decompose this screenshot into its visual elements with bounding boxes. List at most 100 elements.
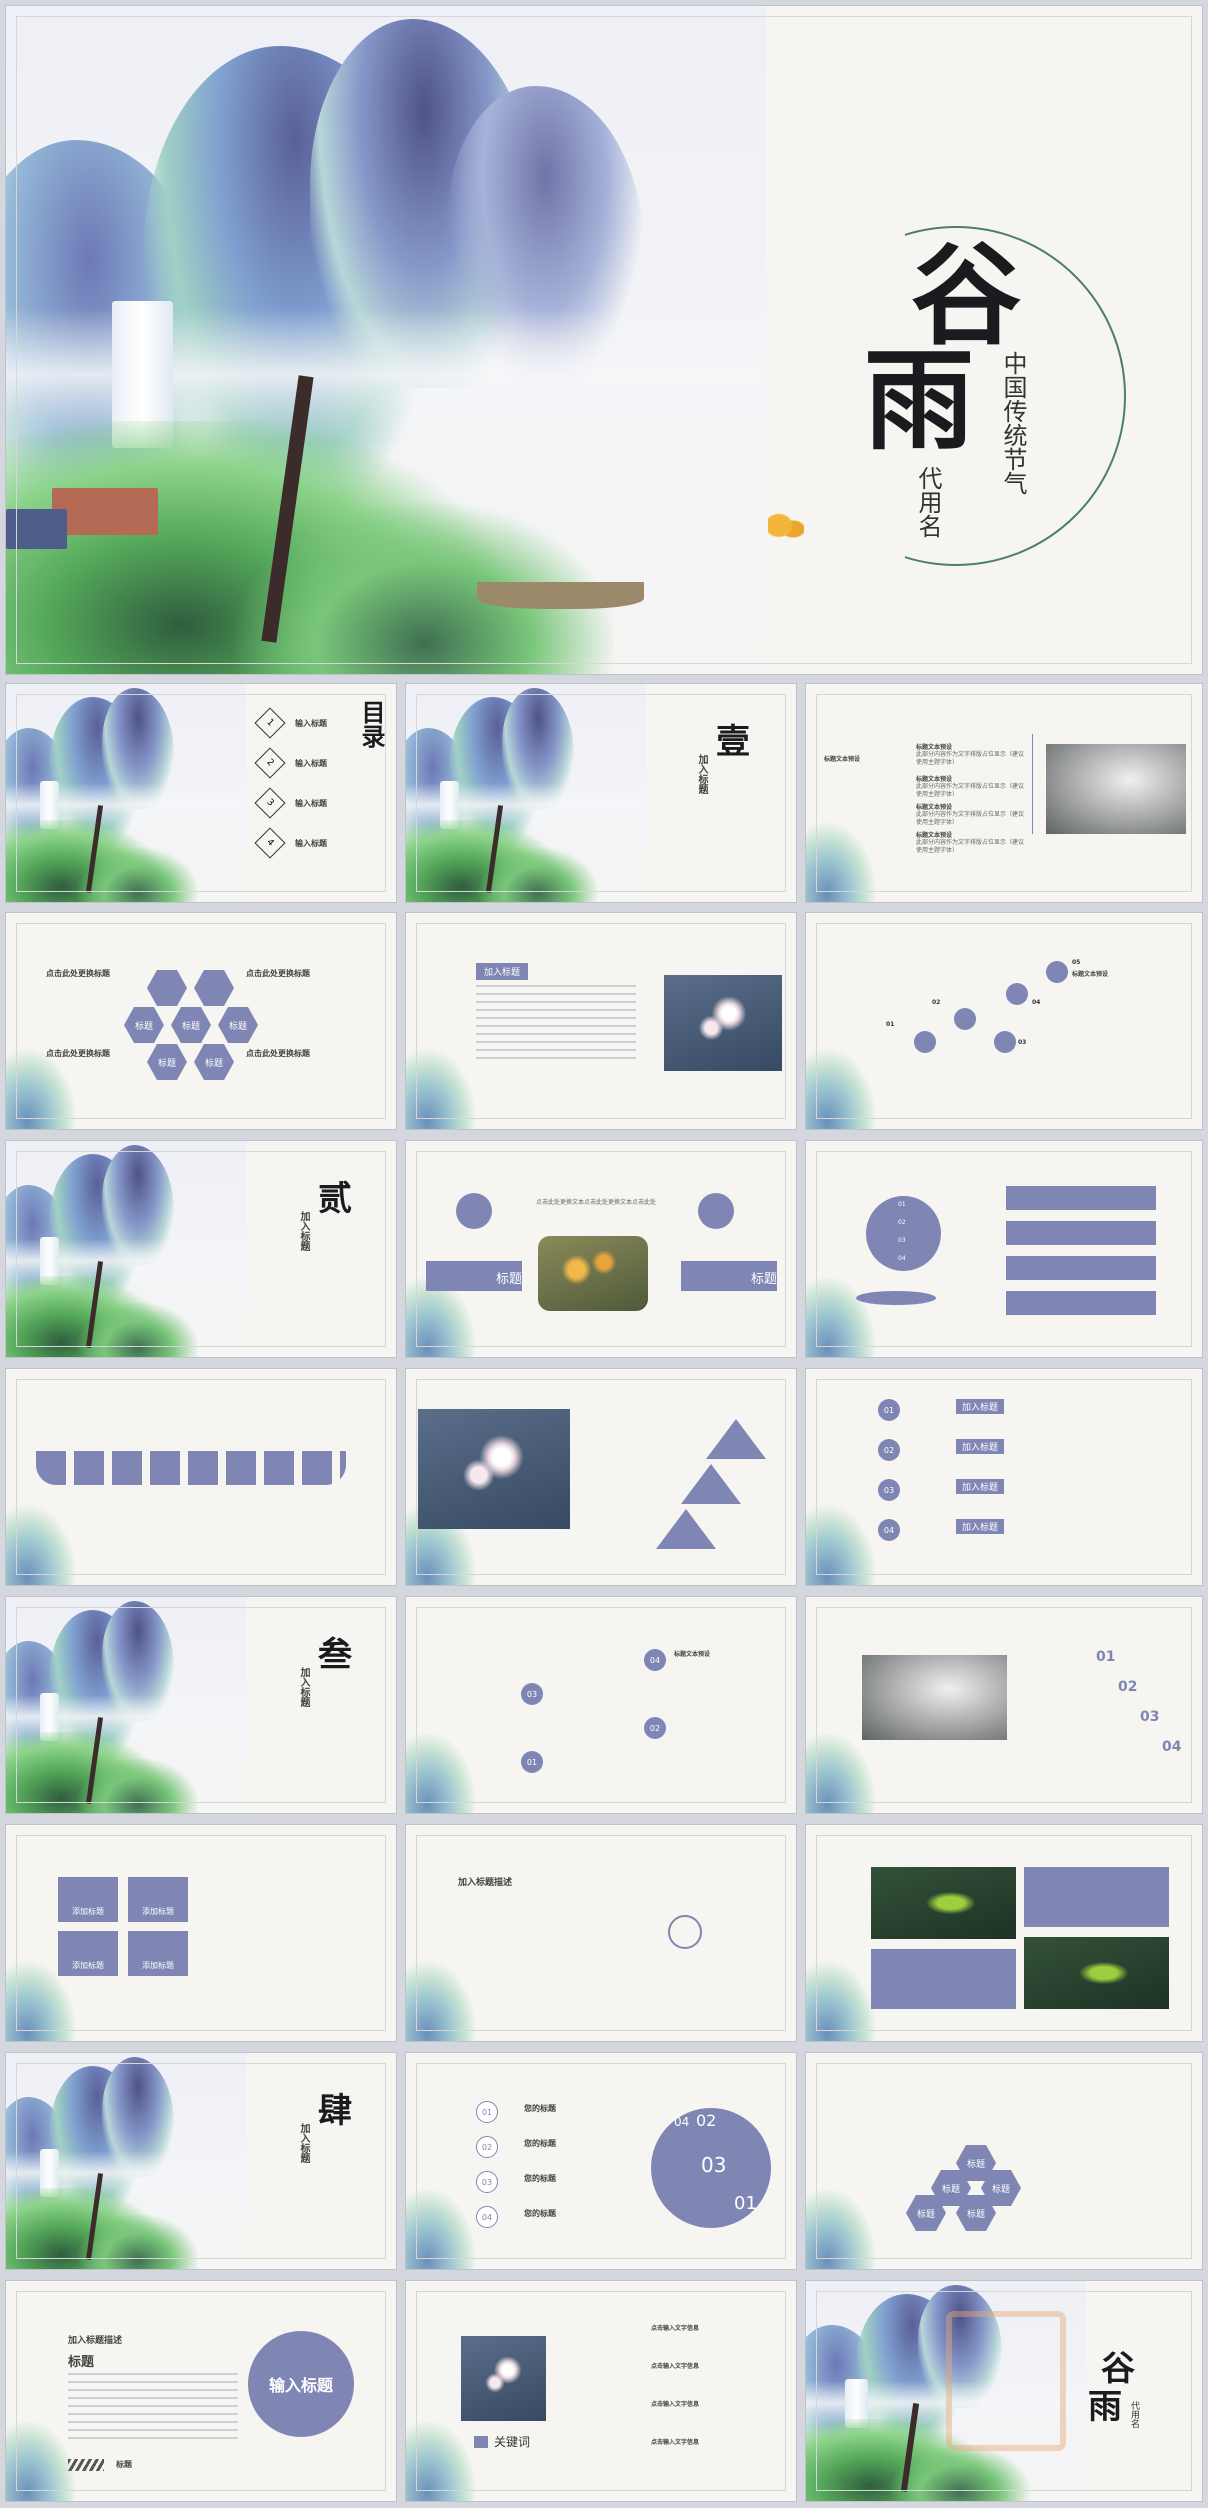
toc-item-num: 3 bbox=[254, 787, 286, 819]
section-number: 肆 bbox=[318, 2091, 352, 2131]
toc-item[interactable]: 3 输入标题 bbox=[254, 787, 327, 819]
section-slide-2[interactable]: 贰 加入标题 bbox=[5, 1140, 397, 1358]
flow-node[interactable]: 04 bbox=[644, 1649, 666, 1671]
hexagon-tile[interactable]: 标题 bbox=[194, 1044, 234, 1080]
ring-num[interactable]: 03 bbox=[476, 2171, 498, 2193]
text-photo-slide[interactable]: 加入标题 bbox=[405, 912, 797, 1130]
timeline-item: 标题文本预设 此部分内容作为文字排版占位显示（建议使用主题字体） bbox=[916, 804, 1025, 827]
icons-slide[interactable]: 点击此处更换文本点击此处更换文本点击此处 标题 标题 bbox=[405, 1140, 797, 1358]
section-number: 壹 bbox=[716, 722, 750, 762]
title-circle[interactable]: 输入标题 bbox=[248, 2331, 354, 2437]
tab-label[interactable]: 加入标题 bbox=[956, 1399, 1005, 1414]
hex-label: 点击此处更换标题 bbox=[246, 1049, 310, 1058]
label-right-text: 标题 bbox=[751, 1272, 778, 1287]
leaf-row bbox=[36, 1451, 346, 1485]
flow-node[interactable]: 02 bbox=[644, 1717, 666, 1739]
section-slide-3[interactable]: 叁 加入标题 bbox=[5, 1596, 397, 1814]
section-label: 加入标题 bbox=[298, 1211, 309, 1251]
step-node[interactable] bbox=[1046, 961, 1068, 983]
title-char-2: 雨 bbox=[864, 336, 974, 465]
placeholder-paragraph bbox=[476, 985, 636, 1065]
section-slide-4[interactable]: 肆 加入标题 bbox=[5, 2052, 397, 2270]
hexagon-tile[interactable]: 标题 bbox=[171, 1007, 211, 1043]
toc-item[interactable]: 1 输入标题 bbox=[254, 707, 327, 739]
step-node[interactable] bbox=[1006, 983, 1028, 1005]
hexagon-slide[interactable]: 点击此处更换标题 点击此处更换标题 点击此处更换标题 点击此处更换标题 标题 标… bbox=[5, 912, 397, 1130]
toc-heading: 目录 bbox=[357, 700, 386, 748]
globe-stand bbox=[856, 1291, 936, 1305]
timeline-item: 标题文本预设 此部分内容作为文字排版占位显示（建议使用主题字体） bbox=[916, 832, 1025, 855]
landscape-painting bbox=[6, 1141, 246, 1357]
blossom-photo bbox=[418, 1409, 570, 1529]
step-node[interactable] bbox=[914, 1031, 936, 1053]
hexagon-slide-2[interactable]: 标题 标题 标题 标题 标题 bbox=[805, 2052, 1203, 2270]
flow-node[interactable]: 01 bbox=[521, 1751, 543, 1773]
diagram-slide[interactable]: 加入标题描述 bbox=[405, 1824, 797, 2042]
quote-card bbox=[1024, 1867, 1169, 1927]
arrow-num: 01 bbox=[1096, 1649, 1116, 1665]
toc-item-num: 1 bbox=[254, 707, 286, 739]
step-num: 03 bbox=[1018, 1039, 1027, 1046]
hexagon-tile[interactable]: 标题 bbox=[124, 1007, 164, 1043]
hexagon-tile[interactable]: 标题 bbox=[147, 1044, 187, 1080]
toc-slide[interactable]: 目录 1 输入标题 2 输入标题 3 输入标题 4 输入标题 bbox=[5, 683, 397, 903]
step-num: 02 bbox=[932, 999, 941, 1006]
toc-item-label: 输入标题 bbox=[295, 798, 327, 808]
arrows-slide[interactable]: 01 02 03 04 bbox=[805, 1596, 1203, 1814]
photo-triangle-slide[interactable] bbox=[405, 1368, 797, 1586]
leaf-slide[interactable] bbox=[5, 1368, 397, 1586]
globe-slide[interactable]: 01 02 03 04 bbox=[805, 1140, 1203, 1358]
hexagon-tile[interactable]: 标题 bbox=[906, 2195, 946, 2231]
ring-num[interactable]: 04 bbox=[476, 2206, 498, 2228]
hexagon-tile bbox=[147, 970, 187, 1006]
tab-label[interactable]: 加入标题 bbox=[956, 1479, 1005, 1494]
tab-num: 03 bbox=[878, 1479, 900, 1501]
byline: 代用名 bbox=[914, 466, 942, 538]
umbrella-icon[interactable] bbox=[456, 1193, 492, 1229]
tabs-slide[interactable]: 01 02 03 04 加入标题 加入标题 加入标题 加入标题 bbox=[805, 1368, 1203, 1586]
tab-label[interactable]: 加入标题 bbox=[956, 1519, 1005, 1534]
ring-num[interactable]: 02 bbox=[476, 2136, 498, 2158]
section-label: 加入标题 bbox=[298, 2123, 309, 2163]
grid-tile[interactable]: 添加标题 bbox=[128, 1877, 188, 1922]
section-slide-1[interactable]: 壹 加入标题 bbox=[405, 683, 797, 903]
butterfly-icon bbox=[768, 511, 804, 547]
landscape-painting bbox=[6, 2053, 246, 2269]
leaf-photos-slide[interactable] bbox=[805, 1824, 1203, 2042]
toc-item[interactable]: 2 输入标题 bbox=[254, 747, 327, 779]
toc-item[interactable]: 4 输入标题 bbox=[254, 827, 327, 859]
globe-bar bbox=[1006, 1256, 1156, 1280]
subtitle: 中国传统节气 bbox=[999, 351, 1027, 495]
step-node[interactable] bbox=[954, 1008, 976, 1030]
timeline-left-title: 标题文本预设 bbox=[824, 756, 861, 763]
steps-slide[interactable]: 01 02 03 04 05 标题文本预设 bbox=[805, 912, 1203, 1130]
keyword-slide[interactable]: 关键词 点击输入文字信息 点击输入文字信息 点击输入文字信息 点击输入文字信息 bbox=[405, 2280, 797, 2502]
timeline-item: 标题文本预设 此部分内容作为文字排版占位显示（建议使用主题字体） bbox=[916, 776, 1025, 799]
grid-tile[interactable]: 添加标题 bbox=[128, 1931, 188, 1976]
ring-num[interactable]: 01 bbox=[476, 2101, 498, 2123]
ring-big-num: 01 bbox=[734, 2193, 757, 2214]
step-num: 01 bbox=[886, 1021, 895, 1028]
grid-slide[interactable]: 添加标题 添加标题 添加标题 添加标题 bbox=[5, 1824, 397, 2042]
landscape-painting bbox=[6, 6, 766, 674]
timeline-line bbox=[1032, 734, 1033, 834]
cloud-icon[interactable] bbox=[698, 1193, 734, 1229]
cover-slide[interactable]: 谷 雨 中国传统节气 代用名 bbox=[5, 5, 1203, 675]
mist-photo bbox=[1046, 744, 1186, 834]
flow-slide[interactable]: 04 03 02 01 标题文本预设 bbox=[405, 1596, 797, 1814]
icons-body: 点击此处更换文本点击此处更换文本点击此处 bbox=[535, 1199, 656, 1206]
closing-slide[interactable]: 谷 雨 代用名 bbox=[805, 2280, 1203, 2502]
grid-tile[interactable]: 添加标题 bbox=[58, 1931, 118, 1976]
text-heading: 加入标题描述 bbox=[68, 2336, 123, 2346]
flow-node[interactable]: 03 bbox=[521, 1683, 543, 1705]
step-node[interactable] bbox=[994, 1031, 1016, 1053]
rings-slide[interactable]: 01 02 03 04 您的标题 您的标题 您的标题 您的标题 02 03 04… bbox=[405, 2052, 797, 2270]
grid-tile[interactable]: 添加标题 bbox=[58, 1877, 118, 1922]
hexagon-tile[interactable]: 标题 bbox=[956, 2195, 996, 2231]
hex-label: 点击此处更换标题 bbox=[46, 969, 110, 978]
text-circle-slide[interactable]: 加入标题描述 标题 输入标题 标题 bbox=[5, 2280, 397, 2502]
timeline-slide[interactable]: 标题文本预设 标题文本预设 此部分内容作为文字排版占位显示（建议使用主题字体） … bbox=[805, 683, 1203, 903]
hexagon-tile[interactable]: 标题 bbox=[218, 1007, 258, 1043]
tab-label[interactable]: 加入标题 bbox=[956, 1439, 1005, 1454]
mist-photo bbox=[862, 1655, 1007, 1740]
